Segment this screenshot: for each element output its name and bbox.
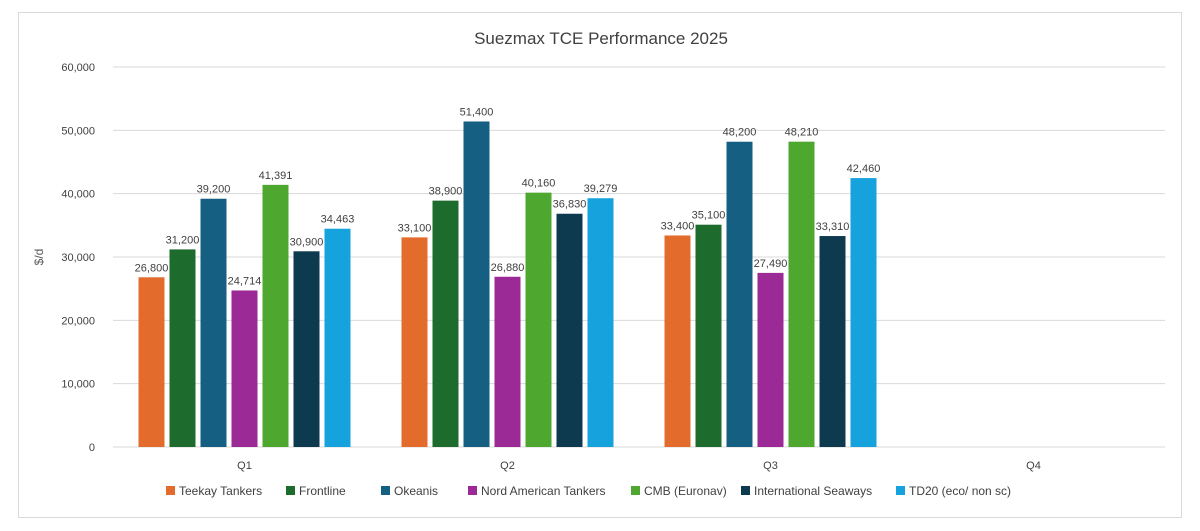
bar xyxy=(525,192,552,447)
data-label: 26,800 xyxy=(135,262,169,274)
bar xyxy=(169,249,196,447)
legend-item: Frontline xyxy=(286,484,346,498)
bar xyxy=(726,141,753,447)
bar xyxy=(695,224,722,447)
x-axis-categories: Q1 Q2 Q3 Q4 xyxy=(237,460,1041,472)
bar xyxy=(262,184,289,447)
bar xyxy=(231,290,258,447)
bar xyxy=(432,200,459,447)
legend-label: Nord American Tankers xyxy=(481,484,606,498)
legend-label: Okeanis xyxy=(394,484,438,498)
legend-label: Teekay Tankers xyxy=(179,484,262,498)
chart-title: Suezmax TCE Performance 2025 xyxy=(474,29,728,48)
bars xyxy=(138,121,877,448)
data-label: 31,200 xyxy=(166,234,200,246)
data-label: 33,100 xyxy=(398,222,432,234)
data-label: 27,490 xyxy=(754,258,788,270)
y-tick-label: 50,000 xyxy=(61,125,95,137)
bar xyxy=(556,213,583,447)
x-category-label: Q4 xyxy=(1026,460,1041,472)
data-label: 39,279 xyxy=(584,183,618,195)
legend-swatch xyxy=(631,486,640,495)
y-tick-label: 0 xyxy=(89,442,95,454)
y-tick-label: 60,000 xyxy=(61,62,95,74)
legend-label: International Seaways xyxy=(754,484,872,498)
legend: Teekay Tankers Frontline Okeanis Nord Ameri… xyxy=(166,484,1011,498)
bar xyxy=(788,141,815,448)
legend-label: Frontline xyxy=(299,484,346,498)
legend-item: Nord American Tankers xyxy=(468,484,606,498)
legend-item: TD20 (eco/ non sc) xyxy=(896,484,1011,498)
y-tick-label: 30,000 xyxy=(61,252,95,264)
bar xyxy=(819,236,846,447)
bar xyxy=(757,272,784,447)
bar xyxy=(587,198,614,447)
bar xyxy=(401,237,428,447)
data-label: 48,200 xyxy=(723,127,757,139)
chart-frame: Suezmax TCE Performance 2025 $/d 0 10,000… xyxy=(18,12,1182,518)
bar xyxy=(324,228,351,447)
y-tick-label: 10,000 xyxy=(61,379,95,391)
bar xyxy=(494,276,521,447)
data-label: 30,900 xyxy=(290,236,324,248)
legend-swatch xyxy=(286,486,295,495)
legend-item: International Seaways xyxy=(741,484,872,498)
legend-item: CMB (Euronav) xyxy=(631,484,727,498)
y-tick-label: 20,000 xyxy=(61,315,95,327)
y-axis-label: $/d xyxy=(32,249,46,266)
data-label: 41,391 xyxy=(259,170,293,182)
y-axis-ticks: 0 10,000 20,000 30,000 40,000 50,000 60,000 xyxy=(61,62,95,454)
data-label: 38,900 xyxy=(429,186,463,198)
legend-swatch xyxy=(468,486,477,495)
data-label: 33,400 xyxy=(661,220,695,232)
bar-chart: Suezmax TCE Performance 2025 $/d 0 10,000… xyxy=(32,29,1165,498)
legend-label: TD20 (eco/ non sc) xyxy=(909,484,1011,498)
legend-swatch xyxy=(896,486,905,495)
data-label: 40,160 xyxy=(522,178,556,190)
data-label: 51,400 xyxy=(460,106,494,118)
data-label: 34,463 xyxy=(321,214,355,226)
x-category-label: Q1 xyxy=(237,460,252,472)
data-label: 26,880 xyxy=(491,262,525,274)
bar xyxy=(138,277,165,447)
data-label: 35,100 xyxy=(692,210,726,222)
legend-swatch xyxy=(166,486,175,495)
y-tick-label: 40,000 xyxy=(61,189,95,201)
data-label: 39,200 xyxy=(197,184,231,196)
x-category-label: Q3 xyxy=(763,460,778,472)
legend-item: Okeanis xyxy=(381,484,438,498)
legend-item: Teekay Tankers xyxy=(166,484,262,498)
legend-label: CMB (Euronav) xyxy=(644,484,727,498)
legend-swatch xyxy=(741,486,750,495)
bar xyxy=(200,198,227,447)
bar xyxy=(463,121,490,447)
x-category-label: Q2 xyxy=(500,460,515,472)
data-label: 42,460 xyxy=(847,163,881,175)
bar xyxy=(293,251,320,447)
data-label: 24,714 xyxy=(228,275,262,287)
data-label: 33,310 xyxy=(816,221,850,233)
data-labels: 26,800 31,200 39,200 24,714 41,391 30,900 34,4… xyxy=(135,106,881,287)
bar xyxy=(664,235,691,447)
bar xyxy=(850,178,877,447)
data-label: 48,210 xyxy=(785,127,819,139)
data-label: 36,830 xyxy=(553,199,587,211)
legend-swatch xyxy=(381,486,390,495)
